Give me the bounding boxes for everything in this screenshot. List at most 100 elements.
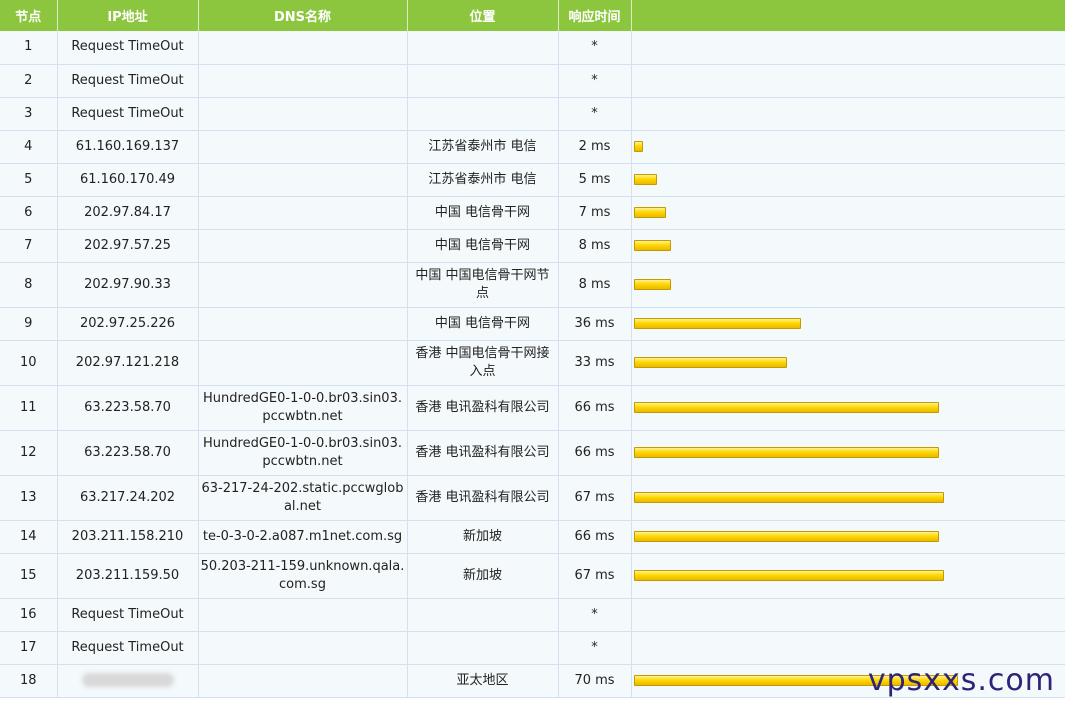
cell-location — [407, 97, 559, 131]
cell-time: * — [558, 97, 632, 131]
latency-bar — [633, 174, 657, 185]
cell-time: 5 ms — [558, 163, 632, 197]
cell-dns: HundredGE0-1-0-0.br03.sin03.pccwbtn.net — [198, 385, 408, 431]
table-row: 6 202.97.84.17 中国 电信骨干网 7 ms — [0, 196, 1065, 230]
cell-time: 67 ms — [558, 475, 632, 521]
cell-time: 70 ms — [558, 664, 632, 698]
cell-time: 66 ms — [558, 520, 632, 554]
cell-dns — [198, 340, 408, 386]
cell-time: 33 ms — [558, 340, 632, 386]
cell-dns: te-0-3-0-2.a087.m1net.com.sg — [198, 520, 408, 554]
table-row: 5 61.160.170.49 江苏省泰州市 电信 5 ms — [0, 163, 1065, 197]
table-row: 13 63.217.24.202 63-217-24-202.static.pccw… — [0, 475, 1065, 521]
cell-dns: 63-217-24-202.static.pccwglobal.net — [198, 475, 408, 521]
cell-dns — [198, 598, 408, 632]
cell-ip: Request TimeOut — [57, 31, 199, 65]
cell-ip: 202.97.25.226 — [57, 307, 199, 341]
latency-bar — [633, 207, 666, 218]
latency-bar — [633, 675, 958, 686]
latency-bar — [633, 141, 643, 152]
watermark: vpsxxs.com — [867, 663, 1055, 698]
cell-dns — [198, 262, 408, 308]
blurred-ip — [81, 673, 174, 687]
header-hop: 节点 — [0, 0, 58, 31]
cell-time: 8 ms — [558, 262, 632, 308]
latency-bar — [633, 402, 939, 413]
cell-location: 新加坡 — [407, 553, 559, 599]
header-time: 响应时间 — [558, 0, 632, 31]
table-row: 18 亚太地区 70 ms — [0, 664, 1065, 698]
latency-bar — [633, 492, 944, 503]
cell-time: * — [558, 598, 632, 632]
cell-time: 7 ms — [558, 196, 632, 230]
cell-hop: 9 — [0, 307, 58, 341]
cell-ip — [57, 664, 199, 698]
header-ip: IP地址 — [57, 0, 199, 31]
cell-hop: 4 — [0, 130, 58, 164]
cell-hop: 13 — [0, 475, 58, 521]
cell-hop: 11 — [0, 385, 58, 431]
cell-location — [407, 631, 559, 665]
latency-bar — [633, 279, 671, 290]
latency-bar — [633, 240, 671, 251]
cell-bar — [631, 475, 1065, 521]
cell-ip: 203.211.158.210 — [57, 520, 199, 554]
cell-time: * — [558, 631, 632, 665]
cell-location: 亚太地区 — [407, 664, 559, 698]
cell-dns — [198, 64, 408, 98]
cell-dns — [198, 664, 408, 698]
cell-dns — [198, 229, 408, 263]
cell-dns — [198, 130, 408, 164]
cell-ip: Request TimeOut — [57, 64, 199, 98]
cell-hop: 16 — [0, 598, 58, 632]
cell-hop: 5 — [0, 163, 58, 197]
cell-time: 66 ms — [558, 430, 632, 476]
cell-location — [407, 598, 559, 632]
cell-location: 江苏省泰州市 电信 — [407, 163, 559, 197]
cell-hop: 14 — [0, 520, 58, 554]
cell-dns — [198, 196, 408, 230]
table-row: 3 Request TimeOut * — [0, 97, 1065, 131]
table-row: 15 203.211.159.50 50.203-211-159.unknown.q… — [0, 553, 1065, 599]
cell-location: 中国 电信骨干网 — [407, 307, 559, 341]
cell-bar — [631, 64, 1065, 98]
cell-time: 66 ms — [558, 385, 632, 431]
header-location: 位置 — [407, 0, 559, 31]
cell-hop: 10 — [0, 340, 58, 386]
cell-ip: Request TimeOut — [57, 598, 199, 632]
cell-dns — [198, 97, 408, 131]
table-row: 7 202.97.57.25 中国 电信骨干网 8 ms — [0, 229, 1065, 263]
cell-ip: 61.160.170.49 — [57, 163, 199, 197]
cell-ip: 202.97.84.17 — [57, 196, 199, 230]
cell-dns — [198, 31, 408, 65]
cell-location: 新加坡 — [407, 520, 559, 554]
cell-bar — [631, 307, 1065, 341]
table-row: 10 202.97.121.218 香港 中国电信骨干网接入点 33 ms — [0, 340, 1065, 386]
cell-hop: 7 — [0, 229, 58, 263]
cell-bar — [631, 196, 1065, 230]
cell-location — [407, 31, 559, 65]
cell-bar — [631, 520, 1065, 554]
cell-ip: 63.223.58.70 — [57, 430, 199, 476]
header-dns: DNS名称 — [198, 0, 408, 31]
cell-time: * — [558, 31, 632, 65]
cell-location: 中国 电信骨干网 — [407, 196, 559, 230]
cell-hop: 3 — [0, 97, 58, 131]
cell-bar — [631, 430, 1065, 476]
table-body: 1 Request TimeOut * 2 Request TimeOut * 3 Reque… — [0, 31, 1065, 698]
cell-bar — [631, 163, 1065, 197]
cell-location — [407, 64, 559, 98]
cell-ip: Request TimeOut — [57, 631, 199, 665]
latency-bar — [633, 570, 944, 581]
latency-bar — [633, 531, 939, 542]
cell-location: 中国 中国电信骨干网节点 — [407, 262, 559, 308]
cell-bar — [631, 340, 1065, 386]
latency-bar — [633, 318, 801, 329]
cell-bar — [631, 97, 1065, 131]
cell-dns: HundredGE0-1-0-0.br03.sin03.pccwbtn.net — [198, 430, 408, 476]
cell-ip: 202.97.121.218 — [57, 340, 199, 386]
latency-bar — [633, 447, 939, 458]
cell-bar — [631, 229, 1065, 263]
table-row: 4 61.160.169.137 江苏省泰州市 电信 2 ms — [0, 130, 1065, 164]
